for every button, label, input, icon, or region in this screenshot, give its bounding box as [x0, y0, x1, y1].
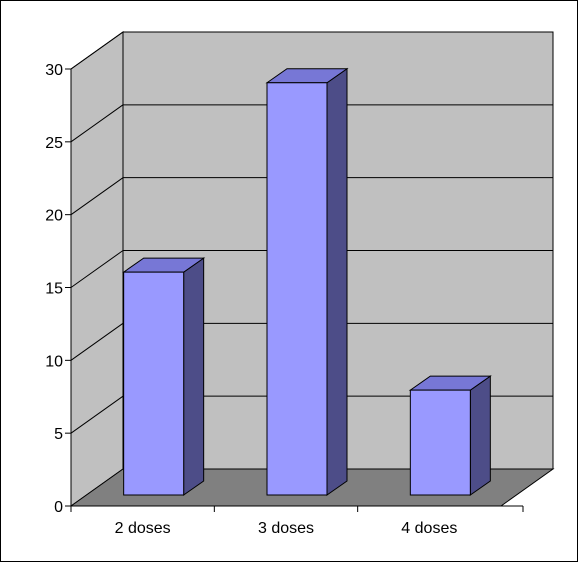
x-tick-label: 3 doses [258, 520, 314, 537]
gridline-side [70, 177, 124, 216]
y-tick-label: 10 [45, 353, 63, 370]
gridline-side [70, 395, 124, 434]
bar [408, 375, 492, 496]
bar-front [266, 82, 328, 496]
y-tick-label: 30 [45, 62, 63, 79]
bar [122, 257, 206, 496]
y-tick-label: 5 [54, 426, 63, 443]
bar [265, 67, 349, 496]
gridline-side [70, 104, 124, 143]
bar-side [469, 375, 491, 496]
bar-side [183, 257, 205, 496]
y-tick-label: 25 [45, 135, 63, 152]
gridline-side [70, 31, 124, 70]
bar-front [409, 389, 471, 496]
y-tick-label: 0 [54, 499, 63, 516]
bar-side [326, 67, 348, 496]
y-tick-label: 20 [45, 208, 63, 225]
tick-labels: 0 5 10 15 20 25 30 2 doses 3 doses 4 doses [45, 62, 457, 537]
x-tick-label: 2 doses [115, 520, 171, 537]
bars [122, 67, 492, 496]
axes [65, 68, 524, 512]
x-tick-label: 4 doses [401, 520, 457, 537]
gridline-side [70, 250, 124, 288]
bar-front [123, 271, 185, 496]
gridline-side [70, 322, 124, 361]
y-tick-label: 15 [45, 281, 63, 298]
